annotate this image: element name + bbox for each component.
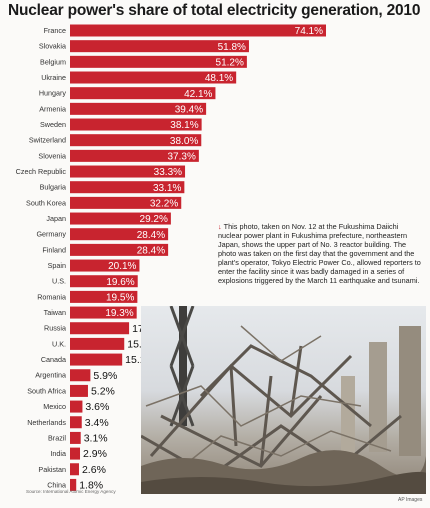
country-label: Argentina [35,371,66,380]
country-label: Spain [48,261,66,270]
value-label: 42.1% [184,89,212,100]
bar [70,322,130,335]
country-label: Slovenia [38,151,66,160]
value-label: 19.5% [106,292,134,303]
bar [70,369,91,382]
value-label: 20.1% [108,261,136,272]
value-label: 32.2% [150,198,178,209]
value-label: 3.6% [85,401,109,413]
fukushima-reactor-photo [141,306,426,494]
country-label: U.K. [52,339,66,348]
country-label: Germany [36,230,66,239]
bar [70,478,77,491]
caption-text: This photo, taken on Nov. 12 at the Fuku… [218,222,421,285]
country-label: South Africa [27,386,66,395]
value-label: 39.4% [175,104,203,115]
value-label: 38.1% [170,120,198,131]
bar [70,306,137,319]
bar [70,71,237,84]
bar [70,55,247,68]
country-label: China [47,480,66,489]
country-label: Finland [42,245,66,254]
country-label: Brazil [48,433,66,442]
bar [70,447,81,460]
value-label: 2.9% [83,448,107,460]
value-label: 1.8% [79,480,103,492]
caption-arrow-icon: ↓ [218,222,222,231]
value-label: 51.2% [216,57,244,68]
value-label: 3.1% [84,433,108,445]
source-note: Source: International Atomic Energy Agen… [26,489,116,494]
bar [70,416,82,429]
bar [70,290,138,303]
country-label: Japan [46,214,66,223]
country-label: South Korea [26,198,66,207]
bar [70,384,88,397]
value-label: 28.4% [137,230,165,241]
bar [70,149,199,162]
photo-credit: AP Images [398,497,423,503]
bar [70,353,123,366]
country-label: Russia [44,324,66,333]
bar [70,165,186,178]
bar [70,40,249,53]
country-label: Armenia [39,104,66,113]
country-label: Slovakia [39,42,66,51]
value-label: 5.2% [91,386,115,398]
bar [70,87,216,100]
value-label: 74.1% [295,26,323,37]
value-label: 2.6% [82,464,106,476]
country-label: Romania [37,292,66,301]
bar [70,275,138,288]
country-label: Sweden [40,120,66,129]
photo-caption: ↓ This photo, taken on Nov. 12 at the Fuk… [218,222,424,285]
bar [70,196,182,209]
value-label: 51.8% [218,42,246,53]
bar [70,212,171,225]
value-label: 19.6% [106,277,134,288]
country-label: Canada [41,355,66,364]
country-label: U.S. [52,277,66,286]
value-label: 48.1% [205,73,233,84]
bar [70,431,81,444]
value-label: 28.4% [137,245,165,256]
country-label: Ukraine [41,73,66,82]
country-label: Bulgaria [40,183,66,192]
country-label: France [44,26,66,35]
country-label: Belgium [40,57,66,66]
bar [70,243,169,256]
country-label: India [50,449,66,458]
bar [70,337,125,350]
country-label: Taiwan [44,308,66,317]
bar [70,463,79,476]
country-label: Hungary [39,89,67,98]
value-label: 19.3% [105,308,133,319]
bar [70,228,169,241]
country-label: Czech Republic [16,167,67,176]
bar [70,181,185,194]
country-label: Pakistan [38,465,66,474]
value-label: 33.3% [154,167,182,178]
value-label: 29.2% [140,214,168,225]
bar [70,400,83,413]
country-label: Mexico [43,402,66,411]
bar [70,259,140,272]
value-label: 37.3% [168,151,196,162]
country-label: Netherlands [27,418,66,427]
chart-title: Nuclear power's share of total electrici… [8,2,421,19]
value-label: 5.9% [93,370,117,382]
bar [70,102,207,115]
bar [70,134,202,147]
value-label: 3.4% [85,417,109,429]
value-label: 33.1% [153,183,181,194]
country-label: Switzerland [29,136,66,145]
value-label: 38.0% [170,136,198,147]
bar [70,118,202,131]
bar [70,24,326,37]
